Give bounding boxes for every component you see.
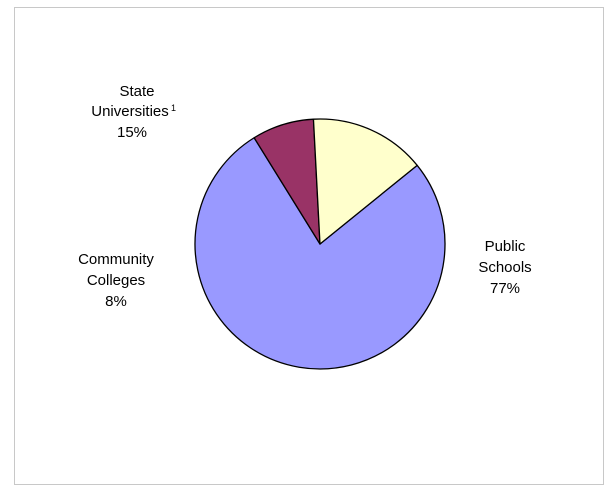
public-schools-percent: 77% — [490, 280, 520, 297]
state-universities-footnote-marker: 1 — [171, 103, 176, 113]
community-colleges-label-line2: Colleges — [87, 272, 145, 289]
public-schools-label-line2: Schools — [478, 259, 531, 276]
state-universities-label: State Universities 1 15% — [91, 83, 176, 141]
community-colleges-label-line1: Community — [78, 251, 154, 268]
state-universities-label-line2: Universities — [91, 103, 169, 120]
pie-slice-public-schools — [194, 137, 446, 370]
state-universities-label-line1: State — [119, 83, 154, 100]
pie-slices — [194, 118, 446, 370]
state-universities-percent: 15% — [117, 124, 147, 141]
public-schools-label: Public Schools 77% — [478, 238, 531, 297]
public-schools-label-line1: Public — [485, 238, 526, 255]
community-colleges-percent: 8% — [105, 293, 127, 310]
pie-slice-state-universities — [312, 118, 418, 245]
community-colleges-label: Community Colleges 8% — [78, 251, 154, 310]
